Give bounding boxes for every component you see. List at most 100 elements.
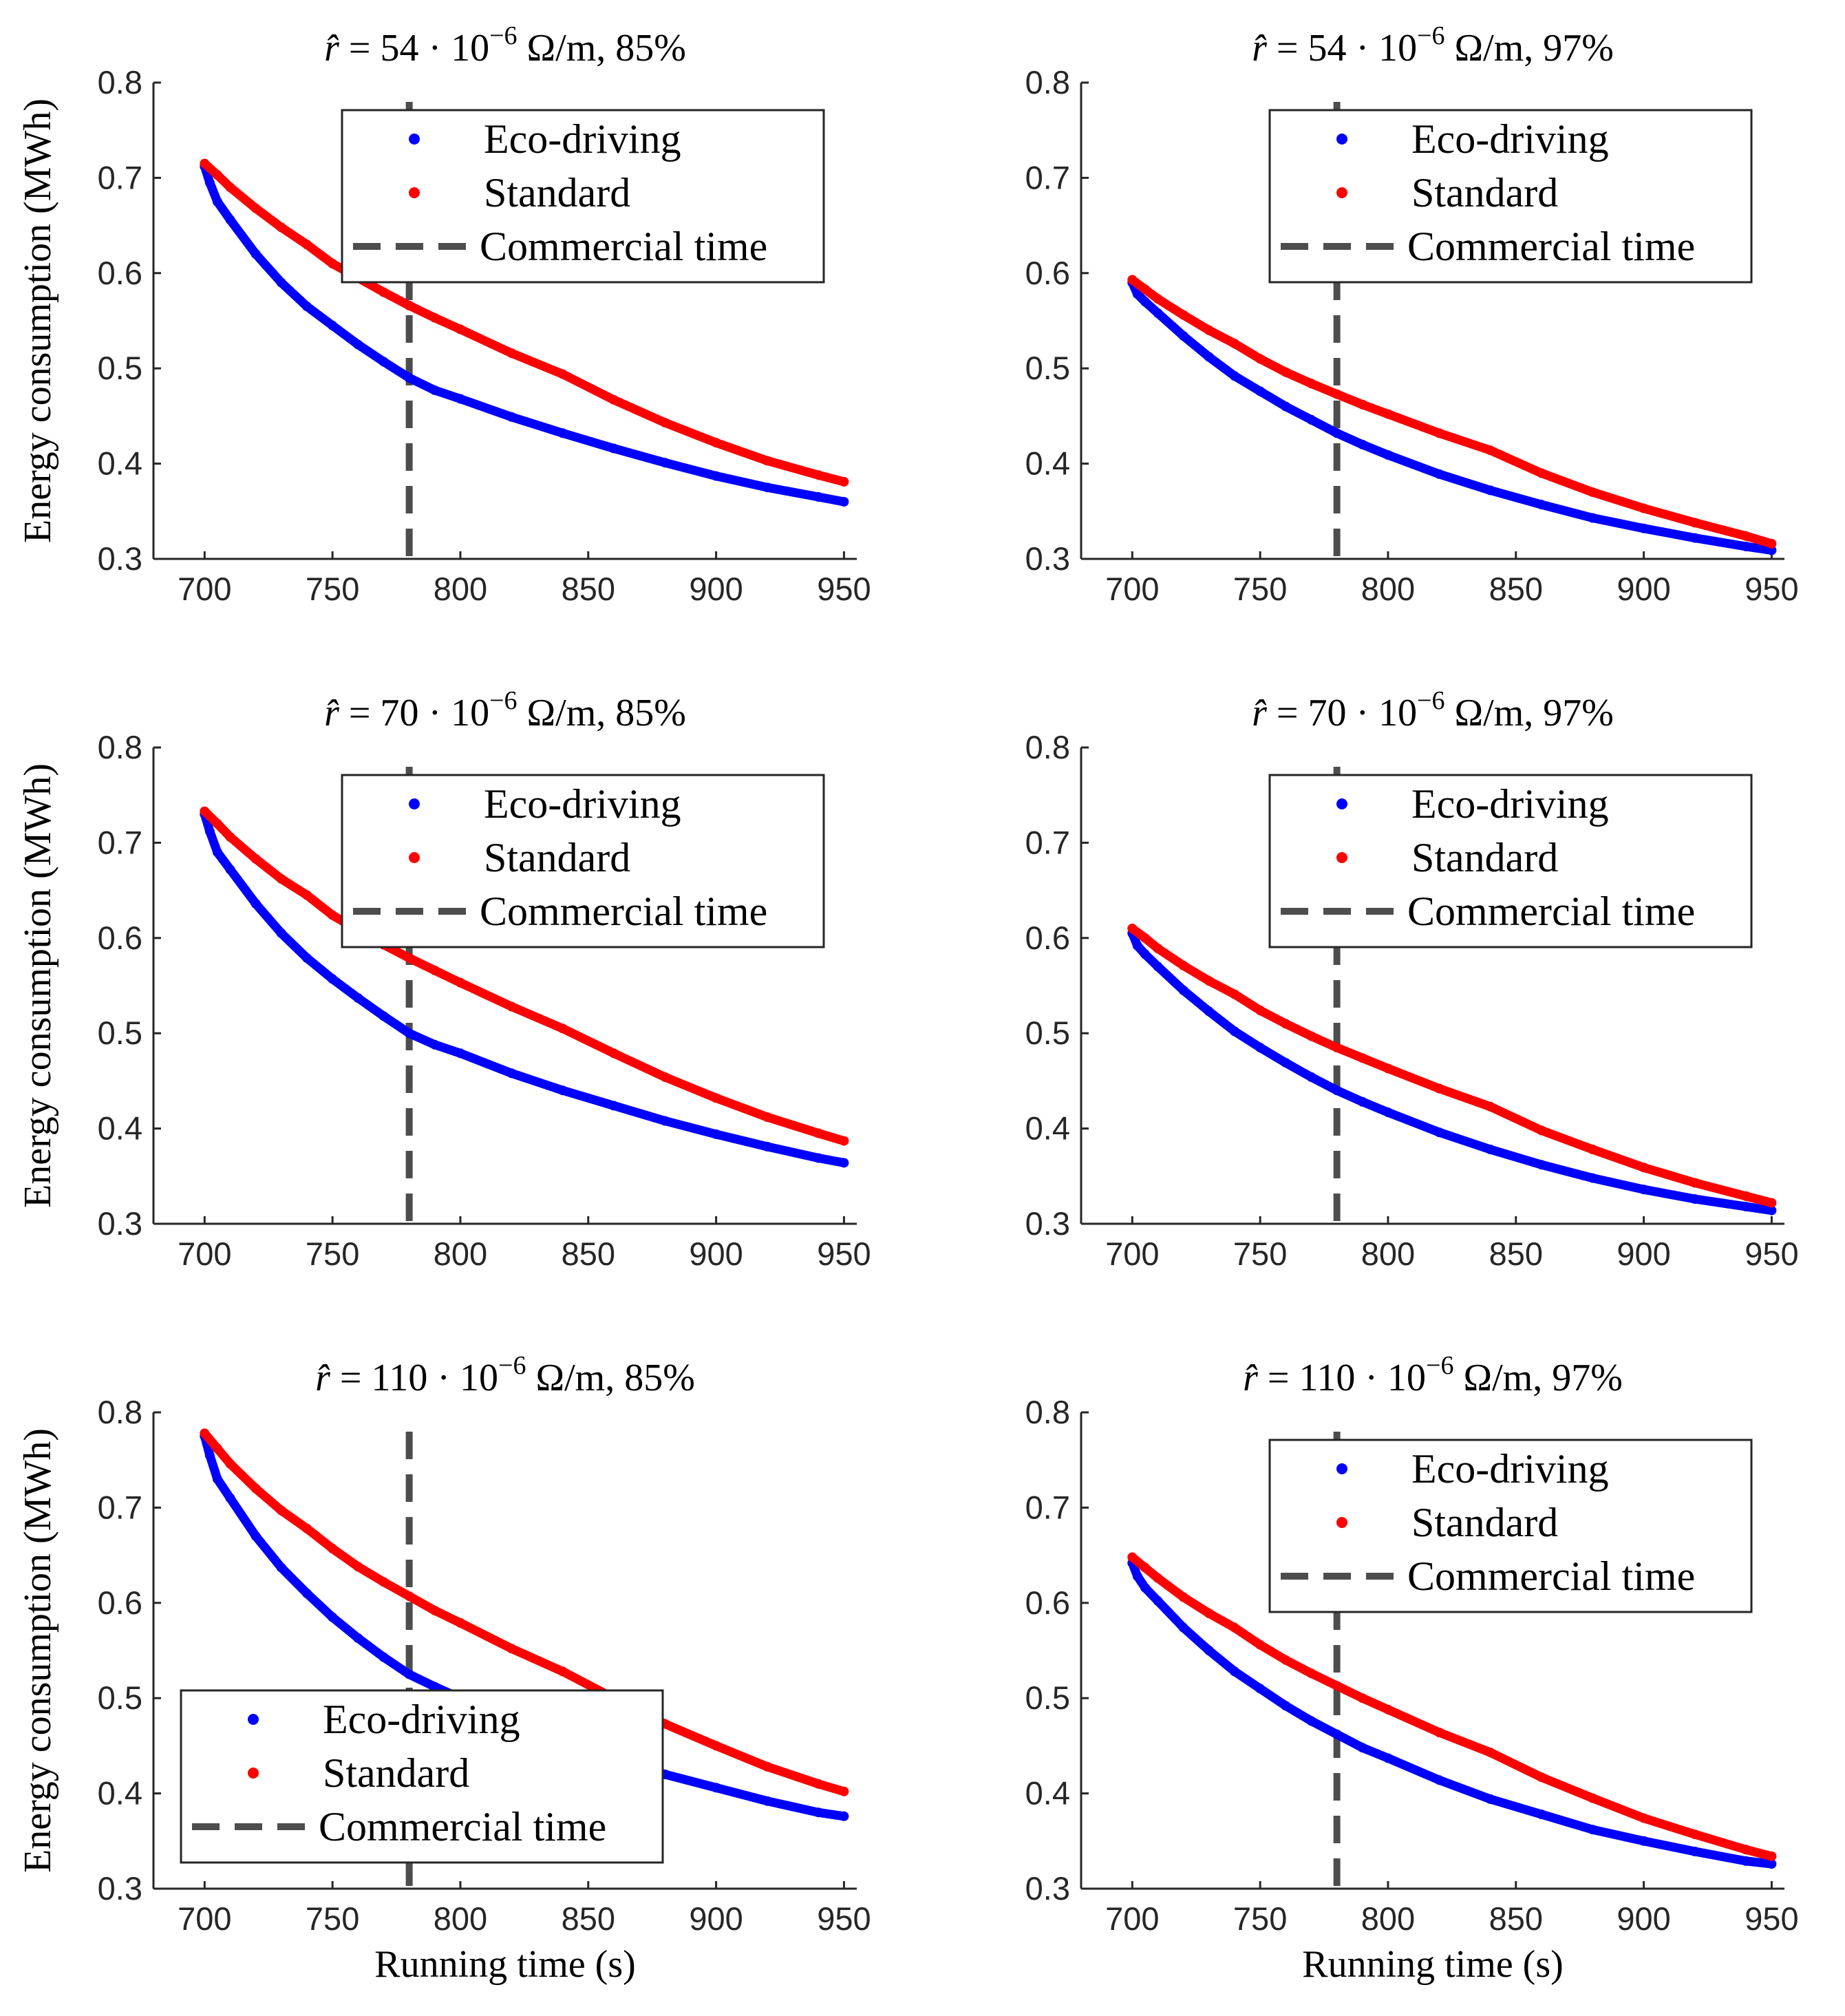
- y-tick-label: 0.4: [98, 445, 142, 482]
- eco-driving-point: [429, 1039, 440, 1050]
- x-tick-label: 700: [1105, 1900, 1159, 1937]
- chart-panel-1: 700 750 800 850 900 950 0.3 0.4 0.5 0.6 0.7 0.8 r̂ =…: [17, 21, 871, 607]
- standard-point: [1485, 445, 1495, 456]
- x-tick-label: 900: [689, 1900, 743, 1937]
- title-exponent: −6: [1417, 21, 1444, 50]
- standard-point: [1383, 1063, 1393, 1074]
- standard-point: [660, 418, 670, 428]
- y-axis-label: Energy consumption (MWh): [17, 1428, 59, 1873]
- x-tick-label: 900: [689, 1235, 743, 1272]
- standard-point: [1306, 379, 1316, 389]
- standard-point: [1588, 1793, 1598, 1803]
- chart-panel-5: 700 750 800 850 900 950 0.3 0.4 0.5 0.6 0.7 0.8 r̂ =…: [17, 1351, 871, 1986]
- eco-driving-point: [1178, 331, 1188, 341]
- standard-series: [1127, 924, 1777, 1208]
- chart-panel-2: 700 750 800 850 900 950 0.3 0.4 0.5 0.6 0.7 0.8 r̂ =…: [1025, 21, 1799, 607]
- eco-driving-point: [225, 864, 235, 875]
- x-tick-label: 900: [1617, 1900, 1670, 1937]
- title-exponent: −6: [489, 21, 517, 50]
- standard-point: [328, 259, 338, 268]
- y-tick-label: 0.6: [98, 920, 142, 956]
- title-symbol: r̂: [324, 692, 339, 734]
- eco-driving-point: [1434, 1775, 1444, 1785]
- eco-driving-series: [200, 809, 849, 1168]
- standard-point: [1332, 1043, 1342, 1052]
- standard-point: [456, 324, 465, 335]
- legend-standard-marker: [1336, 1517, 1347, 1528]
- eco-driving-point: [212, 847, 222, 858]
- title-unit: Ω/m, 97%: [1454, 1357, 1623, 1399]
- eco-driving-point: [1767, 1205, 1777, 1216]
- legend-eco-marker: [409, 798, 420, 809]
- eco-driving-curve: [1127, 929, 1776, 1216]
- y-tick-label: 0.8: [1025, 64, 1070, 100]
- x-tick-label: 800: [434, 571, 487, 607]
- eco-driving-point: [1741, 1202, 1751, 1212]
- standard-point: [250, 203, 261, 213]
- eco-driving-point: [1230, 371, 1239, 381]
- standard-point: [225, 832, 235, 842]
- standard-point: [1689, 1829, 1700, 1840]
- x-tick-label: 800: [434, 1235, 487, 1272]
- y-tick-label: 0.7: [98, 159, 142, 195]
- standard-point: [1140, 1562, 1150, 1573]
- y-tick-label: 0.5: [1025, 1015, 1070, 1051]
- standard-point: [378, 287, 389, 297]
- y-tick-label: 0.4: [1025, 1110, 1070, 1147]
- x-tick-label: 850: [562, 1235, 615, 1272]
- eco-driving-point: [1639, 1836, 1649, 1846]
- eco-driving-point: [1178, 985, 1188, 995]
- eco-driving-point: [1204, 1006, 1214, 1017]
- chart-title: r̂ = 110 · 10−6 Ω/m, 85%: [315, 1351, 695, 1399]
- eco-driving-point: [813, 1153, 824, 1163]
- x-tick-label: 850: [562, 1900, 615, 1937]
- chart-title: r̂ = 70 · 10−6 Ω/m, 97%: [1252, 686, 1614, 734]
- standard-point: [429, 1605, 440, 1615]
- standard-curve: [200, 1428, 849, 1796]
- eco-driving-point: [762, 1141, 772, 1152]
- legend: Eco-driving Standard Commercial time: [1268, 109, 1753, 284]
- standard-point: [225, 182, 235, 193]
- standard-point: [1536, 468, 1546, 478]
- eco-driving-point: [557, 1085, 568, 1096]
- y-axis-label: Energy consumption (MWh): [17, 98, 59, 543]
- standard-point: [1178, 310, 1188, 320]
- eco-driving-point: [353, 993, 363, 1003]
- y-tick-label: 0.4: [1025, 1775, 1070, 1812]
- y-tick-label: 0.8: [1025, 1394, 1070, 1430]
- eco-driving-point: [1588, 513, 1598, 523]
- standard-point: [353, 1562, 363, 1572]
- eco-driving-point: [1434, 469, 1444, 479]
- y-axis-label: Energy consumption (MWh): [17, 763, 59, 1208]
- eco-driving-point: [456, 394, 465, 404]
- eco-driving-point: [1178, 1622, 1188, 1633]
- standard-point: [1639, 503, 1649, 513]
- title-equation: = 54 · 10: [1267, 27, 1417, 70]
- standard-point: [1306, 1031, 1316, 1041]
- standard-point: [1332, 1681, 1342, 1691]
- standard-point: [1127, 275, 1138, 285]
- eco-driving-point: [404, 1028, 414, 1039]
- legend-standard-marker: [1336, 852, 1347, 863]
- eco-driving-point: [1357, 439, 1367, 449]
- legend-commercial-label: Commercial time: [480, 889, 767, 934]
- legend-eco-marker: [248, 1714, 259, 1725]
- standard-point: [1536, 1125, 1546, 1136]
- standard-point: [404, 300, 414, 310]
- title-exponent: −6: [489, 686, 517, 715]
- standard-point: [328, 1543, 338, 1553]
- standard-point: [813, 1779, 824, 1789]
- standard-point: [276, 1505, 286, 1516]
- eco-driving-point: [1383, 1753, 1393, 1763]
- x-tick-label: 900: [689, 571, 743, 607]
- standard-point: [1230, 1622, 1239, 1633]
- eco-driving-point: [1153, 1596, 1163, 1606]
- eco-driving-point: [660, 1116, 670, 1126]
- x-tick-label: 750: [306, 1900, 359, 1937]
- title-symbol: r̂: [315, 1357, 330, 1399]
- eco-driving-point: [1153, 962, 1163, 972]
- standard-point: [506, 1644, 517, 1654]
- x-tick-label: 950: [1745, 1235, 1798, 1272]
- eco-driving-point: [1357, 1743, 1367, 1753]
- x-tick-label: 800: [1361, 571, 1415, 607]
